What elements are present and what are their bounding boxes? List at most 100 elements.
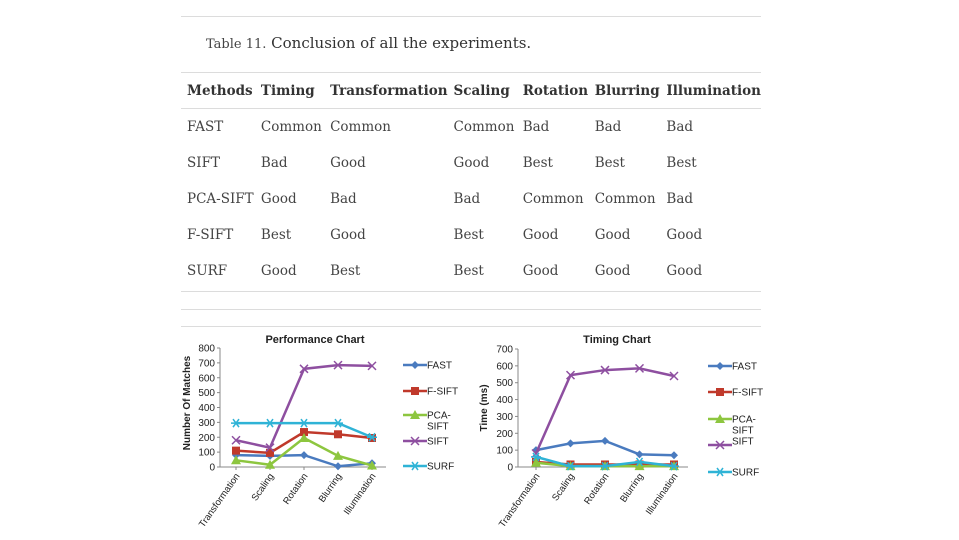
figure-top-rule xyxy=(181,309,761,310)
timing-legend-label-f-sift: F-SIFT xyxy=(732,388,763,399)
table-header-row: Methods Timing Transformation Scaling Ro… xyxy=(181,74,761,109)
performance-legend-label-line: PCA- xyxy=(427,411,451,422)
timing-legend-label-pca-sift: PCA-SIFT SIFT xyxy=(732,415,756,448)
table-cell: Bad xyxy=(522,119,550,135)
performance-y-tick-label: 500 xyxy=(198,388,215,399)
timing-y-tick-label: 400 xyxy=(496,395,513,406)
performance-legend-label-pca-sift: PCA-SIFT xyxy=(427,411,451,433)
performance-data-point-surf xyxy=(333,418,343,428)
performance-y-tick-label: 200 xyxy=(198,433,215,444)
figure-rule xyxy=(181,326,761,327)
timing-legend-label-line: F-SIFT xyxy=(732,388,763,399)
performance-data-point-surf xyxy=(265,418,275,428)
table-cell: Best xyxy=(330,263,361,279)
timing-data-point-sift xyxy=(669,371,679,381)
performance-data-point-sift xyxy=(265,443,275,453)
performance-y-tick-label: 600 xyxy=(198,373,215,384)
table-cell: Good xyxy=(330,155,366,171)
table-cell: Best xyxy=(666,155,697,171)
performance-data-point-fast xyxy=(300,451,308,460)
timing-legend-marker-surf xyxy=(715,467,725,477)
performance-data-point-f-sift xyxy=(232,446,240,455)
performance-data-point-sift xyxy=(231,435,241,445)
performance-legend-label-line: SIFT xyxy=(427,422,449,433)
table-cell: Good xyxy=(666,263,703,279)
table-cell: Good xyxy=(522,227,559,243)
table-row: PCA-SIFT Good Bad Bad Common Common Bad xyxy=(181,181,761,217)
timing-chart-title: Timing Chart xyxy=(583,334,651,346)
timing-data-point-fast xyxy=(635,450,644,459)
timing-data-point-surf xyxy=(634,457,645,467)
timing-data-point-pca-sift xyxy=(531,457,541,467)
timing-y-tick-label: 500 xyxy=(496,378,513,389)
timing-y-tick-label: 0 xyxy=(507,463,513,474)
caption-text: Conclusion of all the experiments. xyxy=(266,34,532,52)
table-cell: Best xyxy=(522,155,553,171)
timing-data-point-sift xyxy=(565,370,576,380)
timing-data-point-surf xyxy=(565,461,576,471)
timing-legend-marker-f-sift xyxy=(716,388,724,396)
performance-legend-label-line: SIFT xyxy=(427,437,449,448)
timing-y-tick-label: 100 xyxy=(496,446,513,457)
table-row: F-SIFT Best Good Best Good Good Good xyxy=(181,217,761,253)
timing-y-axis-label: Time (ms) xyxy=(479,384,490,431)
timing-data-point-fast xyxy=(566,439,575,448)
table-cell: Bad xyxy=(453,191,481,207)
header-illumination: Illumination xyxy=(666,83,761,99)
table-cell: PCA-SIFT xyxy=(187,191,254,207)
table-cell: Best xyxy=(453,227,484,243)
table-cell: Bad xyxy=(666,119,694,135)
top-rule xyxy=(181,16,761,17)
timing-legend-label-line: FAST xyxy=(732,362,757,373)
table-cell: Bad xyxy=(260,155,288,171)
table-cell: Good xyxy=(594,263,631,279)
timing-x-tick-label: Rotation xyxy=(582,471,611,506)
performance-data-point-surf xyxy=(367,432,377,442)
performance-y-tick-label: 700 xyxy=(198,358,215,369)
header-timing: Timing xyxy=(260,83,315,99)
table-top-rule xyxy=(181,72,761,73)
table-cell: Good xyxy=(453,155,490,171)
performance-y-tick-label: 400 xyxy=(198,403,215,414)
table-cell: Good xyxy=(330,227,366,243)
timing-y-tick-label: 300 xyxy=(496,412,513,423)
timing-data-point-fast xyxy=(670,451,678,460)
table-cell: Common xyxy=(522,191,584,207)
performance-legend-label-surf: SURF xyxy=(427,462,454,473)
performance-data-point-pca-sift xyxy=(333,450,343,460)
table-cell: Good xyxy=(260,263,297,279)
timing-legend-label-line: SURF xyxy=(732,468,759,479)
timing-legend-label-surf: SURF xyxy=(732,468,759,479)
performance-data-point-f-sift xyxy=(266,448,274,457)
table-cell: Common xyxy=(594,191,656,207)
performance-x-tick-label: Blurring xyxy=(317,471,345,504)
performance-legend-marker-pca-sift xyxy=(410,410,420,419)
table-cell: Good xyxy=(666,227,703,243)
timing-data-point-sift xyxy=(634,363,645,373)
performance-data-point-sift xyxy=(367,361,377,371)
table-row: SIFT Bad Good Good Best Best Best xyxy=(181,145,761,181)
table-cell: Common xyxy=(330,119,391,135)
timing-data-point-surf xyxy=(600,461,610,471)
table-number: Table 11. xyxy=(206,37,267,52)
timing-data-point-fast xyxy=(601,436,609,445)
timing-data-point-surf xyxy=(669,461,679,471)
table-cell: Good xyxy=(260,191,297,207)
performance-data-point-surf xyxy=(299,418,309,428)
table-cell: SIFT xyxy=(187,155,220,171)
timing-legend-label-line: SIFT xyxy=(732,437,754,448)
performance-legend-marker-surf xyxy=(410,461,420,471)
table-caption: Table 11. Conclusion of all the experime… xyxy=(206,34,531,52)
table-cell: Best xyxy=(453,263,484,279)
performance-y-tick-label: 100 xyxy=(198,448,215,459)
table-cell: Best xyxy=(260,227,292,243)
table-cell: Common xyxy=(260,119,322,135)
table-cell: F-SIFT xyxy=(187,227,234,243)
table-cell: Bad xyxy=(594,119,622,135)
performance-legend-label-line: F-SIFT xyxy=(427,387,458,398)
timing-legend-marker-fast xyxy=(716,362,724,370)
performance-y-axis-label: Number Of Matches xyxy=(182,355,193,450)
performance-y-tick-label: 0 xyxy=(209,463,215,474)
performance-chart-title: Performance Chart xyxy=(265,334,364,346)
performance-legend-label-sift: SIFT xyxy=(427,437,449,448)
